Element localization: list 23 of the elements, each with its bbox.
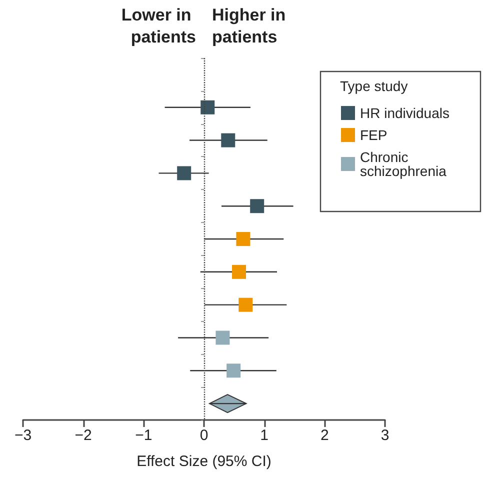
point (250, 199, 264, 214)
x-tick-label: 2 (320, 427, 329, 444)
x-tick-label: 0 (200, 427, 208, 444)
point (226, 364, 241, 378)
legend-label: HR individuals (360, 105, 450, 121)
x-tick-label: 3 (380, 427, 390, 444)
x-tick-label: −1 (135, 427, 152, 444)
point (238, 298, 253, 312)
point (177, 166, 192, 180)
x-axis-title: Effect Size (95% CI) (136, 453, 272, 470)
x-tick-label: −2 (74, 427, 92, 444)
legend-label: FEP (360, 127, 388, 143)
legend-title: Type study (340, 78, 408, 94)
legend-label: Chronic schizophrenia (360, 149, 447, 179)
point (221, 133, 236, 148)
x-tick-label: 1 (260, 427, 269, 444)
point (200, 100, 215, 114)
text: Higher in patients (212, 6, 290, 46)
point (216, 330, 230, 345)
point (236, 232, 250, 246)
x-tick-label: −3 (14, 427, 32, 444)
text: Lower in patients (121, 6, 196, 46)
point (232, 264, 246, 279)
